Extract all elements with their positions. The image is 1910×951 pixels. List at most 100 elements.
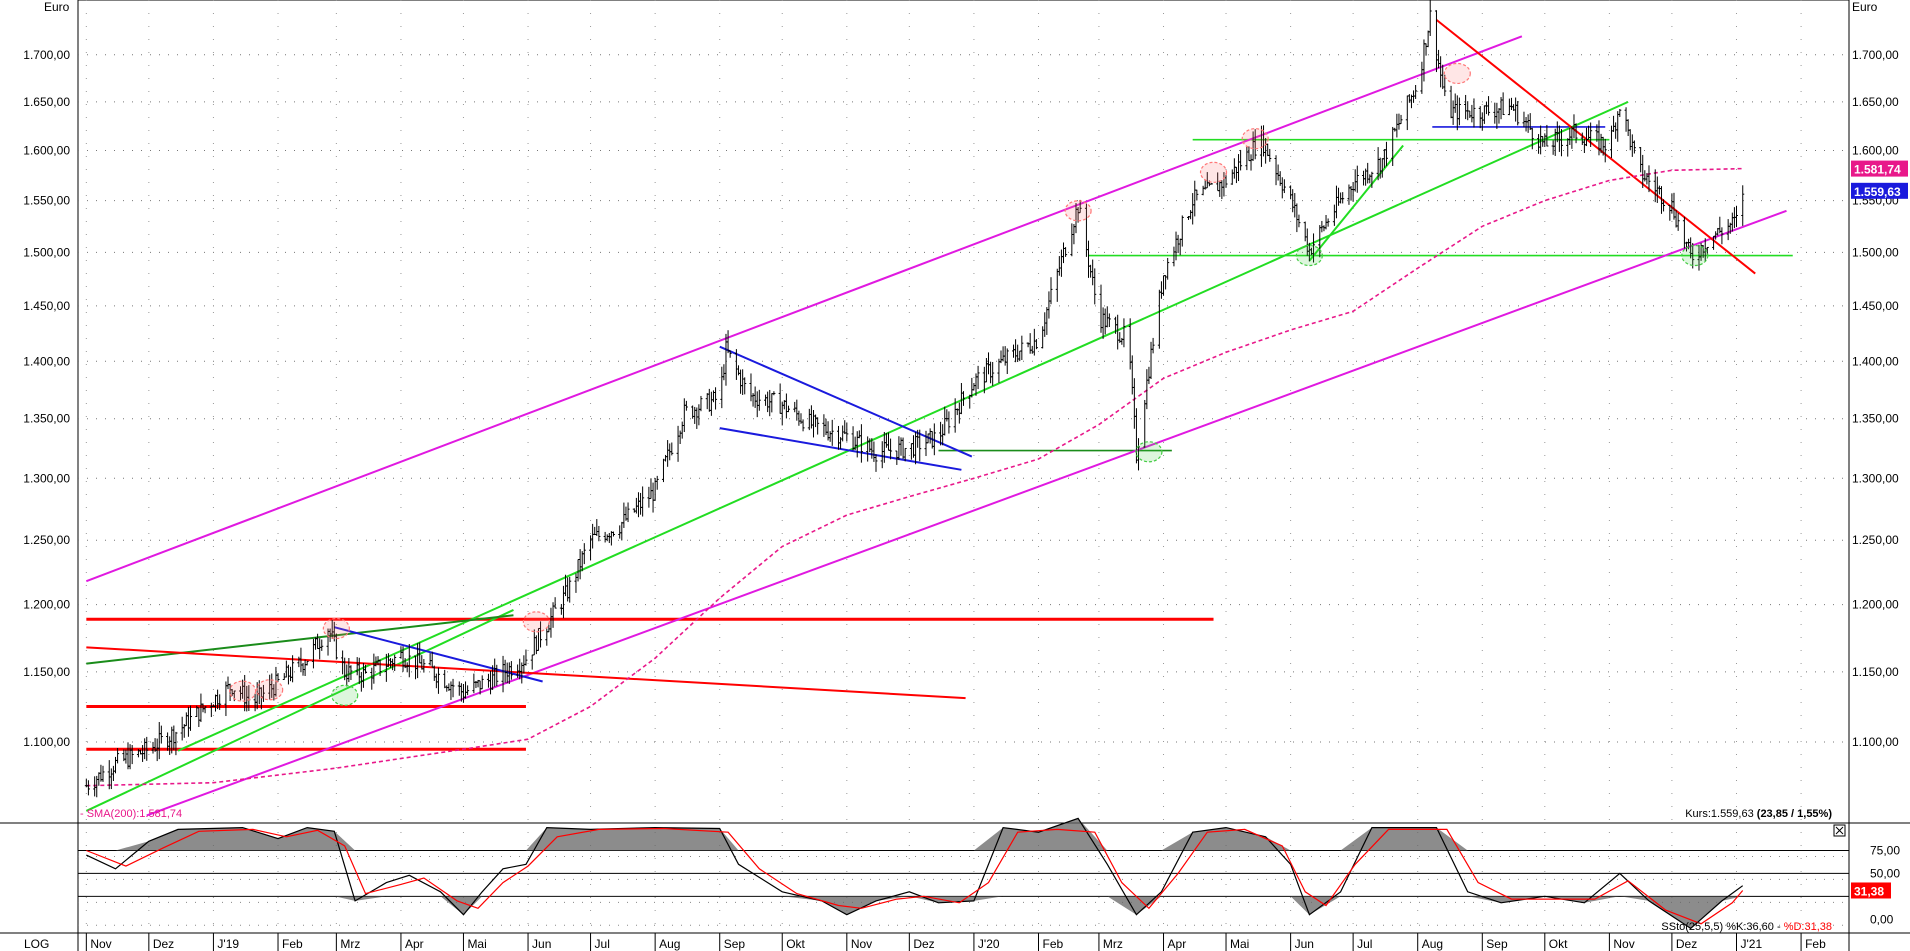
y-tick-label-left: 1.700,00 — [23, 48, 70, 62]
y-tick-label-left: 1.650,00 — [23, 95, 70, 109]
y-tick-label-right: 1.250,00 — [1852, 533, 1899, 547]
y-tick-label-left: 1.150,00 — [23, 665, 70, 679]
y-axis-unit-right: Euro — [1852, 0, 1878, 14]
x-tick-label: Apr — [1168, 937, 1187, 951]
x-tick-label: Sep — [1486, 937, 1508, 951]
x-tick-label: Dez — [1676, 937, 1697, 951]
x-tick-label: Sep — [724, 937, 746, 951]
stochastic-d-line — [86, 827, 1744, 925]
y-tick-label-left: 1.550,00 — [23, 194, 70, 208]
x-tick-label: J'21 — [1740, 937, 1762, 951]
y-tick-label-left: 1.500,00 — [23, 245, 70, 259]
x-tick-label: Aug — [659, 937, 680, 951]
y-tick-label-left: 1.350,00 — [23, 412, 70, 426]
x-tick-label: Feb — [282, 937, 303, 951]
oscillator-tag-box — [1851, 882, 1891, 899]
x-tick-label: Jun — [532, 937, 551, 951]
x-tick-label: Mai — [467, 937, 486, 951]
x-tick-label: Dez — [913, 937, 934, 951]
y-tick-label-left: 1.300,00 — [23, 471, 70, 485]
sma200-line — [86, 167, 1743, 787]
oscillator-y-tick-label: 50,00 — [1870, 866, 1900, 880]
price-tag-box — [1851, 160, 1908, 177]
pivot-marker — [1199, 161, 1228, 183]
y-tick-label-right: 1.200,00 — [1852, 598, 1899, 612]
trend-line — [146, 209, 1787, 817]
x-tick-label: J'19 — [217, 937, 239, 951]
x-tick-label: Jun — [1295, 937, 1314, 951]
oscillator-legend-part: SSto(25,5,5) %K:36,60 - — [1661, 921, 1783, 933]
x-tick-label: Apr — [405, 937, 424, 951]
x-tick-label: Nov — [90, 937, 111, 951]
pivot-marker — [1135, 441, 1163, 463]
y-tick-label-right: 1.650,00 — [1852, 95, 1899, 109]
y-tick-label-right: 1.700,00 — [1852, 48, 1899, 62]
trend-line — [1435, 19, 1756, 275]
y-tick-label-left: 1.250,00 — [23, 533, 70, 547]
y-tick-label-left: 1.200,00 — [23, 598, 70, 612]
trend-line — [85, 609, 514, 812]
x-tick-label: Nov — [1613, 937, 1634, 951]
y-tick-label-right: 1.350,00 — [1852, 412, 1899, 426]
y-tick-label-right: 1.600,00 — [1852, 143, 1899, 157]
x-tick-label: Mrz — [340, 937, 360, 951]
oscillator-layer — [78, 817, 1849, 930]
x-tick-label: Feb — [1043, 937, 1064, 951]
pivot-marker — [1681, 244, 1709, 267]
y-tick-label-right: 1.400,00 — [1852, 354, 1899, 368]
price-tag-label: 1.559,63 — [1854, 185, 1901, 199]
trend-line — [1308, 144, 1404, 262]
x-tick-label: Jul — [595, 937, 610, 951]
y-tick-label-left: 1.450,00 — [23, 299, 70, 313]
y-tick-label-right: 1.150,00 — [1852, 665, 1899, 679]
sma-layer — [86, 167, 1743, 787]
y-tick-label-right: 1.500,00 — [1852, 245, 1899, 259]
y-tick-label-right: 1.100,00 — [1852, 735, 1899, 749]
pivot-marker — [322, 617, 350, 640]
price-tag-box — [1851, 182, 1908, 199]
x-tick-label: Okt — [1549, 937, 1568, 951]
oscillator-legend: SSto(25,5,5) %K:36,60 - %D:31,38 — [1661, 921, 1832, 933]
price-layer — [84, 0, 1745, 798]
pivot-marker — [228, 680, 257, 702]
marker-layer — [228, 62, 1709, 706]
price-status: Kurs:1.559,63 (23,85 / 1,55%) — [1685, 808, 1832, 820]
y-tick-label-left: 1.600,00 — [23, 143, 70, 157]
oscillator-legend-part: %D:31,38 — [1784, 921, 1832, 933]
oscillator-close-button[interactable] — [1833, 824, 1846, 837]
price-tag-label: 1.581,74 — [1854, 163, 1901, 177]
trend-line — [334, 626, 543, 683]
pivot-marker — [1241, 128, 1269, 150]
oscillator-tag-label: 31,38 — [1854, 884, 1884, 898]
price-status-label: Kurs:1.559,63 — [1685, 808, 1757, 820]
x-tick-label: J'20 — [978, 937, 1000, 951]
trend-line — [86, 614, 514, 665]
oscillator-y-tick-label: 75,00 — [1870, 844, 1900, 858]
log-label: LOG — [24, 937, 49, 951]
overbought-fill — [86, 818, 1743, 851]
y-tick-label-right: 1.450,00 — [1852, 299, 1899, 313]
sma-legend: - SMA(200):1.581,74 — [80, 808, 182, 820]
pivot-marker — [1064, 200, 1092, 222]
y-tick-label-left: 1.100,00 — [23, 735, 70, 749]
x-tick-label: Dez — [153, 937, 174, 951]
x-tick-label: Mai — [1230, 937, 1249, 951]
x-tick-label: Mrz — [1103, 937, 1123, 951]
pivot-marker — [331, 684, 359, 706]
x-tick-label: Jul — [1357, 937, 1372, 951]
pivot-marker — [522, 611, 550, 633]
oscillator-y-tick-label: 0,00 — [1870, 912, 1894, 926]
pivot-marker — [1295, 244, 1323, 267]
x-tick-label: Nov — [851, 937, 872, 951]
y-axis-unit-left: Euro — [44, 0, 70, 14]
x-tick-label: Feb — [1805, 937, 1826, 951]
y-tick-label-left: 1.400,00 — [23, 354, 70, 368]
x-tick-label: Aug — [1422, 937, 1443, 951]
pivot-marker — [1443, 62, 1471, 85]
pivot-marker — [256, 679, 284, 701]
x-tick-label: Okt — [786, 937, 805, 951]
axis-labels-layer: 1.100,00 1.100,00 1.150,00 1.150,00 1.200,00… — [23, 48, 1908, 951]
trend-line — [85, 35, 1523, 583]
price-status-change: (23,85 / 1,55%) — [1757, 808, 1833, 820]
